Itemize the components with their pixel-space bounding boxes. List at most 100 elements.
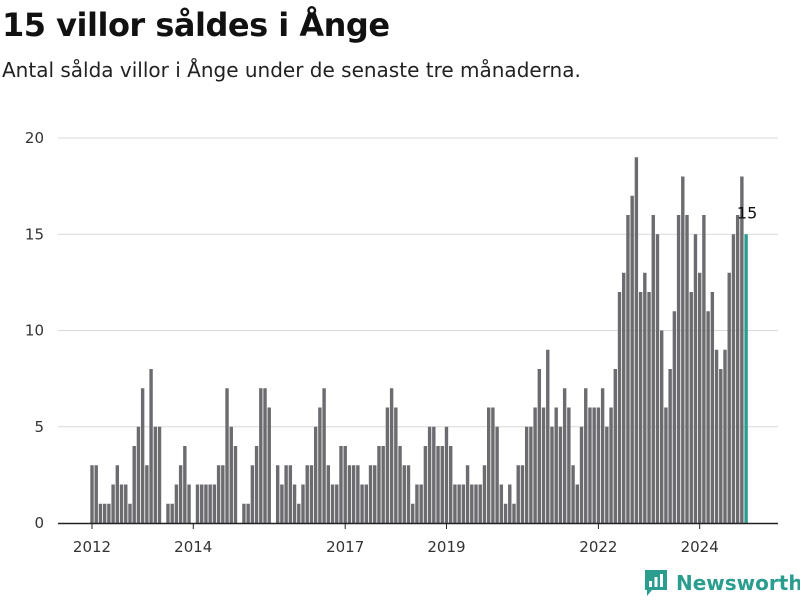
bar	[474, 484, 478, 523]
x-tick-label: 2019	[427, 538, 465, 556]
bar	[166, 503, 170, 523]
bar	[689, 292, 693, 523]
bar	[596, 407, 601, 523]
bar	[558, 426, 563, 523]
bar	[284, 465, 288, 523]
bar	[605, 426, 609, 523]
bar	[254, 446, 259, 523]
bar	[685, 215, 689, 523]
y-tick-label: 15	[25, 225, 44, 243]
bar	[259, 388, 263, 523]
bar	[330, 484, 335, 523]
bar	[735, 215, 740, 523]
bar	[212, 484, 217, 523]
bar	[208, 484, 212, 523]
bar	[187, 484, 191, 523]
bar	[634, 157, 639, 523]
bar	[419, 484, 423, 523]
bar-highlight	[744, 234, 748, 523]
bar	[503, 503, 508, 523]
bar	[550, 426, 554, 523]
y-tick-label: 20	[25, 129, 44, 147]
bar	[364, 484, 368, 523]
bar	[651, 215, 655, 523]
bar	[444, 426, 449, 523]
bar	[524, 426, 529, 523]
bar	[630, 195, 634, 523]
bar	[216, 465, 221, 523]
bar	[541, 407, 546, 523]
bar	[461, 484, 466, 523]
bar	[394, 407, 398, 523]
bar	[423, 446, 428, 523]
bar	[613, 369, 617, 523]
x-tick-label: 2012	[73, 538, 111, 556]
bar	[482, 465, 487, 523]
bar	[697, 272, 702, 523]
bar	[499, 484, 504, 523]
bar	[233, 446, 238, 523]
bar	[537, 369, 542, 523]
bar	[102, 503, 107, 523]
chart-subtitle: Antal sålda villor i Ånge under de senas…	[2, 58, 581, 82]
bar	[676, 215, 681, 523]
bar	[263, 388, 267, 523]
bar	[529, 426, 533, 523]
bar	[174, 484, 179, 523]
bar	[436, 446, 440, 523]
bars	[90, 157, 748, 523]
bar	[183, 446, 187, 523]
bar	[225, 388, 229, 523]
bar	[360, 484, 364, 523]
bar	[136, 426, 141, 523]
bar	[119, 484, 124, 523]
bar	[124, 484, 128, 523]
bar	[533, 407, 537, 523]
bar	[178, 465, 183, 523]
bar	[579, 426, 584, 523]
bar	[719, 369, 723, 523]
bar	[562, 388, 567, 523]
bar	[592, 407, 596, 523]
bar	[115, 465, 120, 523]
bar	[267, 407, 271, 523]
bar	[132, 446, 136, 523]
bar	[157, 426, 162, 523]
bar	[740, 176, 744, 523]
bar	[508, 484, 512, 523]
bar	[516, 465, 520, 523]
bar	[322, 388, 326, 523]
bar	[140, 388, 145, 523]
bar	[107, 503, 111, 523]
bar	[427, 426, 432, 523]
bar	[664, 407, 668, 523]
bar	[351, 465, 356, 523]
bar	[571, 465, 575, 523]
newsworthy-icon	[645, 570, 667, 596]
bar	[588, 407, 592, 523]
bar	[440, 446, 444, 523]
bar	[643, 272, 647, 523]
bar	[723, 349, 727, 523]
bar	[453, 484, 457, 523]
bar	[335, 484, 339, 523]
bar	[305, 465, 309, 523]
bar	[339, 446, 343, 523]
bar	[250, 465, 255, 523]
bar	[275, 465, 280, 523]
bar	[655, 234, 660, 523]
bar	[145, 465, 149, 523]
bar	[313, 426, 318, 523]
bar	[449, 446, 453, 523]
bar	[368, 465, 373, 523]
bar	[681, 176, 685, 523]
bar	[693, 234, 698, 523]
bar	[229, 426, 233, 523]
bar	[128, 503, 132, 523]
bar	[402, 465, 406, 523]
bar	[411, 503, 415, 523]
y-tick-label: 5	[34, 418, 44, 436]
bar	[668, 369, 672, 523]
bar	[98, 503, 103, 523]
